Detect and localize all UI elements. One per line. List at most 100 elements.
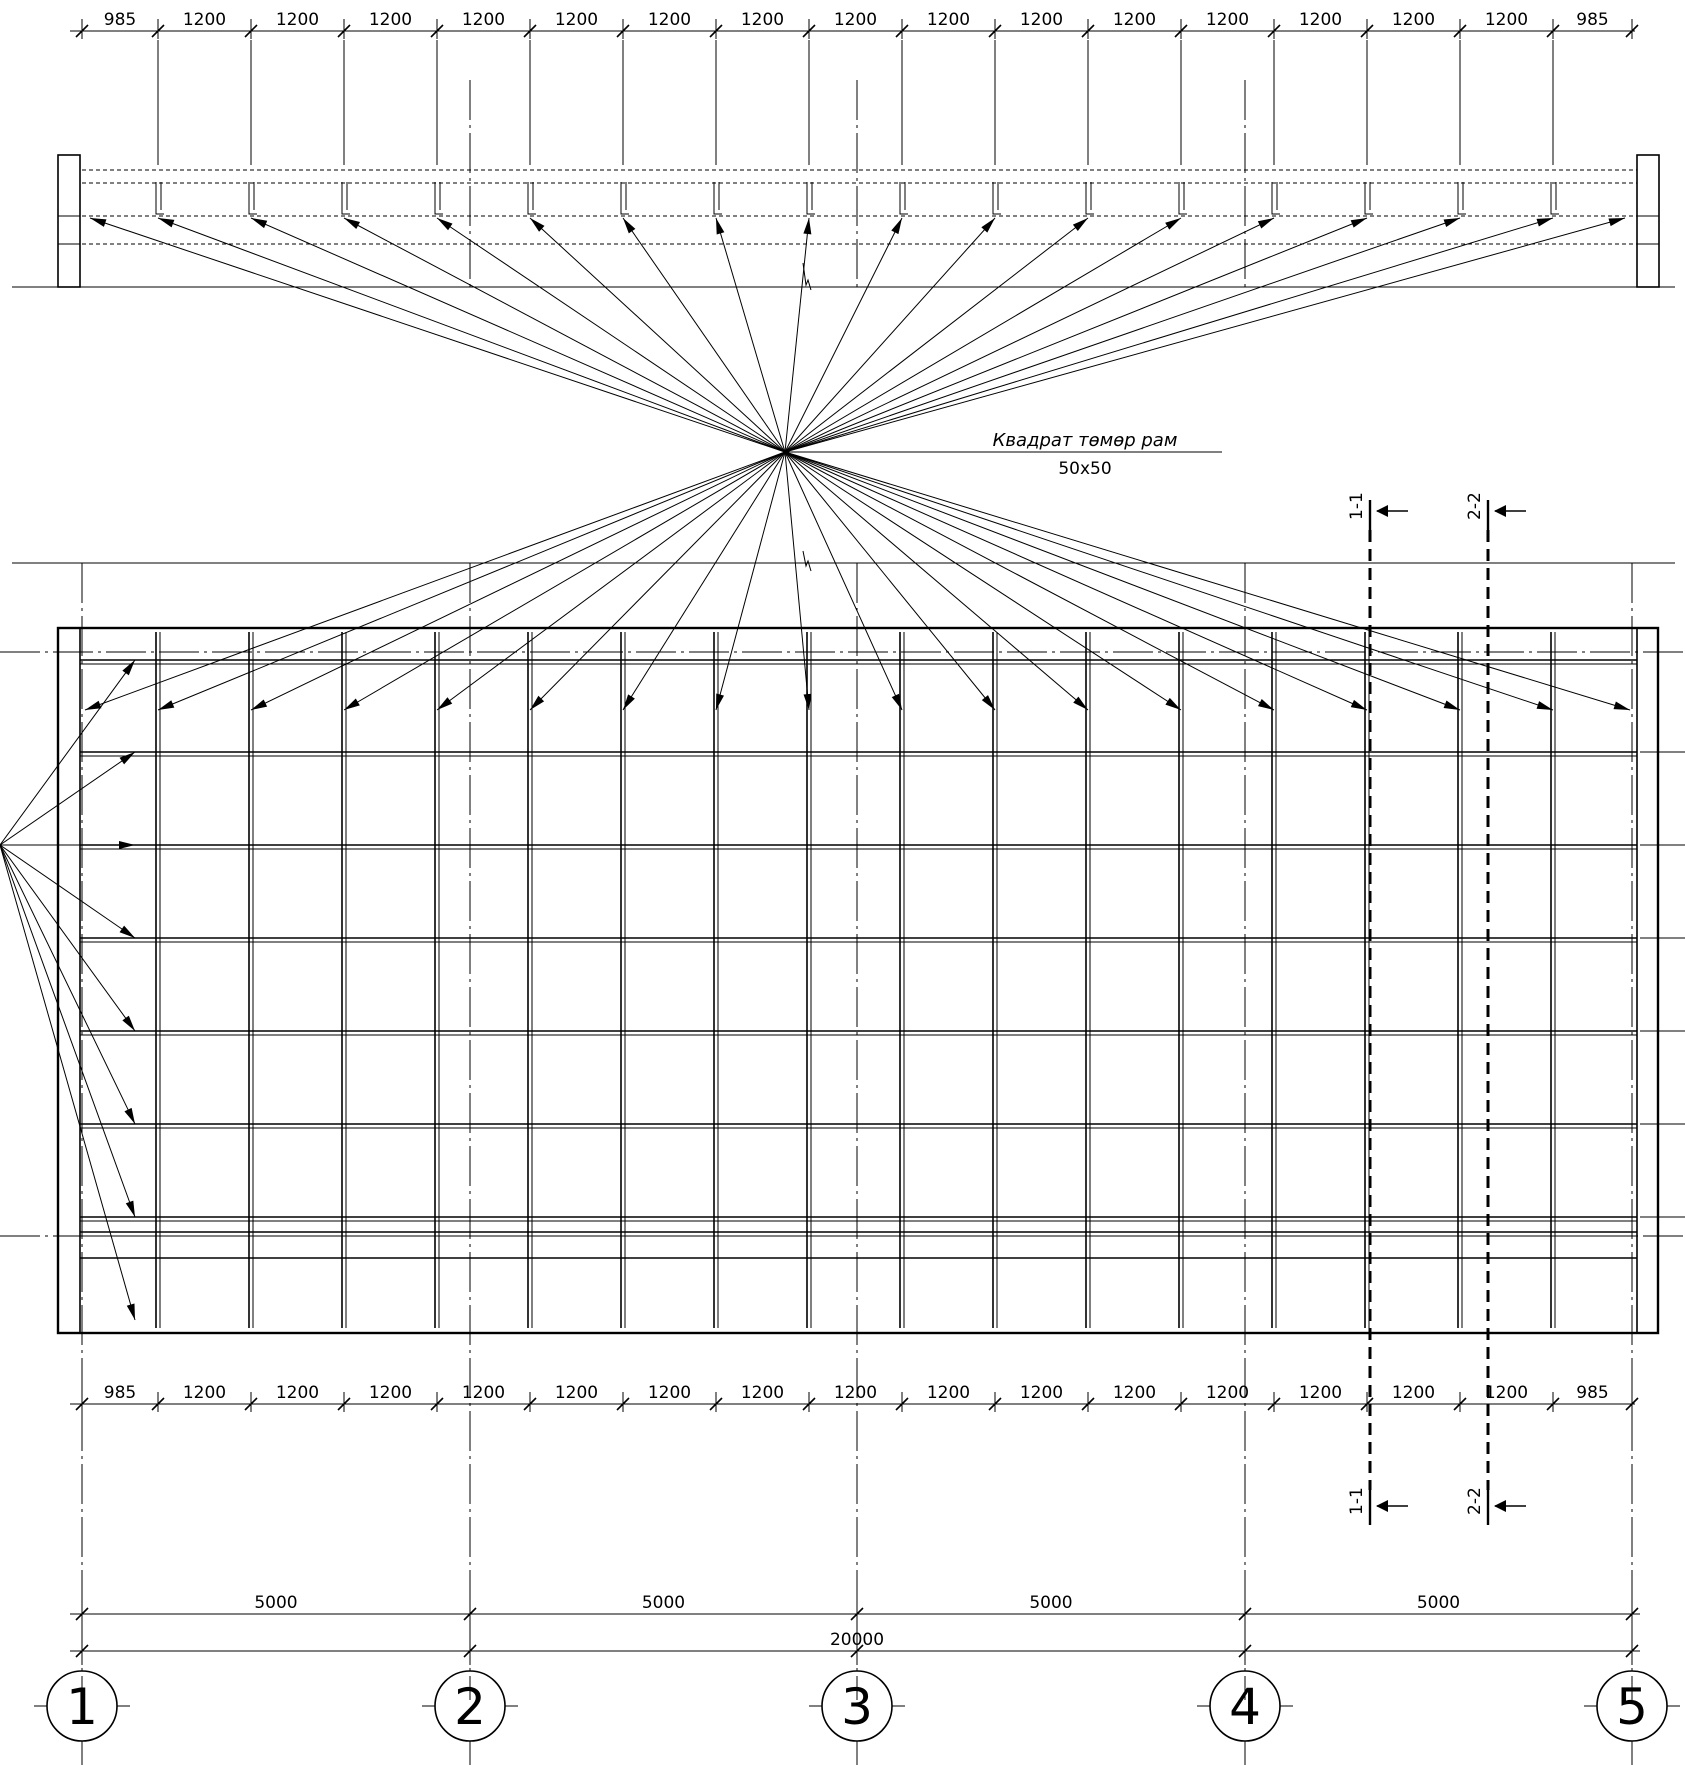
leader-arrowhead (1350, 699, 1367, 710)
dim-value: 1200 (1485, 1383, 1528, 1403)
horizontal-rails (80, 659, 1637, 1237)
side-leader-arrowhead (124, 1107, 135, 1124)
dim-tick (151, 24, 165, 38)
dim-value: 1200 (1392, 10, 1435, 30)
leader-line (157, 451, 786, 711)
dim-tick (523, 1397, 537, 1411)
top-post (806, 182, 815, 215)
side-leader-line (0, 659, 136, 846)
leader-arrowhead (158, 700, 175, 710)
section-1-1-top-arrowhead (1376, 505, 1388, 517)
top-post (527, 182, 536, 215)
section-2-2-bottom-label: 2-2 (1465, 1487, 1485, 1515)
axis-bubbles: 1 2 3 4 5 (34, 1670, 1680, 1765)
span-tick (75, 1607, 89, 1621)
dim-value: 1200 (369, 1383, 412, 1403)
top-post (1364, 182, 1373, 215)
dim-tick (1174, 24, 1188, 38)
top-dim-ticks (75, 19, 1639, 39)
leader-arrowhead (437, 218, 453, 231)
dim-tick (1625, 24, 1639, 38)
dim-tick (337, 24, 351, 38)
leader-line (529, 451, 786, 711)
section-2-2-bottom-arrowhead (1494, 1500, 1506, 1512)
leader-line (157, 217, 786, 453)
dim-tick (802, 1397, 816, 1411)
leader-arrowhead (1072, 218, 1088, 231)
side-leader-line (0, 844, 136, 939)
dim-value: 1200 (462, 10, 505, 30)
dim-value: 1200 (1485, 10, 1528, 30)
dim-tick (1267, 1397, 1281, 1411)
span-tick (463, 1607, 477, 1621)
leader-arrowhead (1443, 700, 1460, 710)
leader-line (784, 451, 1631, 711)
dim-tick (151, 1397, 165, 1411)
leader-arrowhead (1073, 696, 1088, 710)
top-elevation (12, 40, 1675, 291)
leader-arrowhead (344, 218, 361, 230)
top-post (434, 182, 443, 215)
leader-line (784, 217, 1626, 453)
callout-size: 50x50 (1058, 459, 1111, 479)
dim-value: 1200 (741, 10, 784, 30)
span-tick (850, 1607, 864, 1621)
left-end-column (57, 154, 81, 288)
dim-value: 1200 (183, 1383, 226, 1403)
dim-tick (75, 24, 89, 38)
dim-tick (988, 24, 1002, 38)
dim-value: 1200 (1299, 10, 1342, 30)
leader-arrowhead (1613, 701, 1630, 710)
dim-value: 1200 (741, 1383, 784, 1403)
span-value: 5000 (642, 1593, 685, 1613)
dim-value: 1200 (1020, 1383, 1063, 1403)
dim-tick (75, 1397, 89, 1411)
dim-tick (244, 1397, 258, 1411)
top-post (1271, 182, 1280, 215)
section-1-1-top-label: 1-1 (1347, 492, 1367, 520)
dim-tick (337, 1397, 351, 1411)
leader-arrowhead (1536, 701, 1553, 710)
leader-line (784, 451, 1275, 711)
top-posts (155, 40, 1559, 215)
axis-label: 5 (1616, 1678, 1648, 1736)
dim-value: 1200 (927, 10, 970, 30)
dim-value: 985 (104, 10, 136, 30)
dim-tick (1267, 24, 1281, 38)
leader-arrowhead (530, 218, 545, 232)
dim-tick (1360, 1397, 1374, 1411)
break-mark-top (802, 262, 812, 291)
top-post (1085, 182, 1094, 215)
dim-value: 1200 (834, 10, 877, 30)
side-leader-line (0, 844, 136, 1125)
dim-tick (1625, 1397, 1639, 1411)
leader-line (784, 217, 1182, 453)
dim-tick (616, 1397, 630, 1411)
top-dimension-chain: 985 1200 1200 1200 1200 1200 1200 1200 1200 1200 1… (70, 10, 1639, 39)
leader-arrowhead (716, 218, 725, 235)
leader-arrowhead (90, 218, 107, 227)
leader-arrowhead (1257, 698, 1274, 710)
dim-tick (1453, 1397, 1467, 1411)
leader-line (715, 451, 786, 711)
axis-label: 3 (841, 1678, 873, 1736)
dim-tick (1546, 1397, 1560, 1411)
dim-value: 1200 (555, 1383, 598, 1403)
dim-value: 1200 (834, 1383, 877, 1403)
section-1-1-bottom-label: 1-1 (1347, 1487, 1367, 1515)
side-leader-arrowhead (126, 1303, 135, 1320)
dim-value: 1200 (1020, 10, 1063, 30)
top-post (713, 182, 722, 215)
leader-arrowhead (1443, 218, 1460, 228)
side-leader-arrowhead (122, 660, 135, 676)
vertical-posts (155, 632, 1556, 1328)
dim-tick (523, 24, 537, 38)
leader-line (784, 451, 1554, 711)
leader-line (784, 217, 1368, 453)
bottom-dimension-chain: 985 1200 1200 1200 1200 1200 1200 1200 1200 1200 1… (70, 1383, 1639, 1412)
leader-line (784, 217, 810, 453)
leader-line (784, 451, 810, 711)
callout-title: Квадрат төмөр рам (993, 430, 1178, 451)
dim-tick (802, 24, 816, 38)
span-value: 5000 (1417, 1593, 1460, 1613)
